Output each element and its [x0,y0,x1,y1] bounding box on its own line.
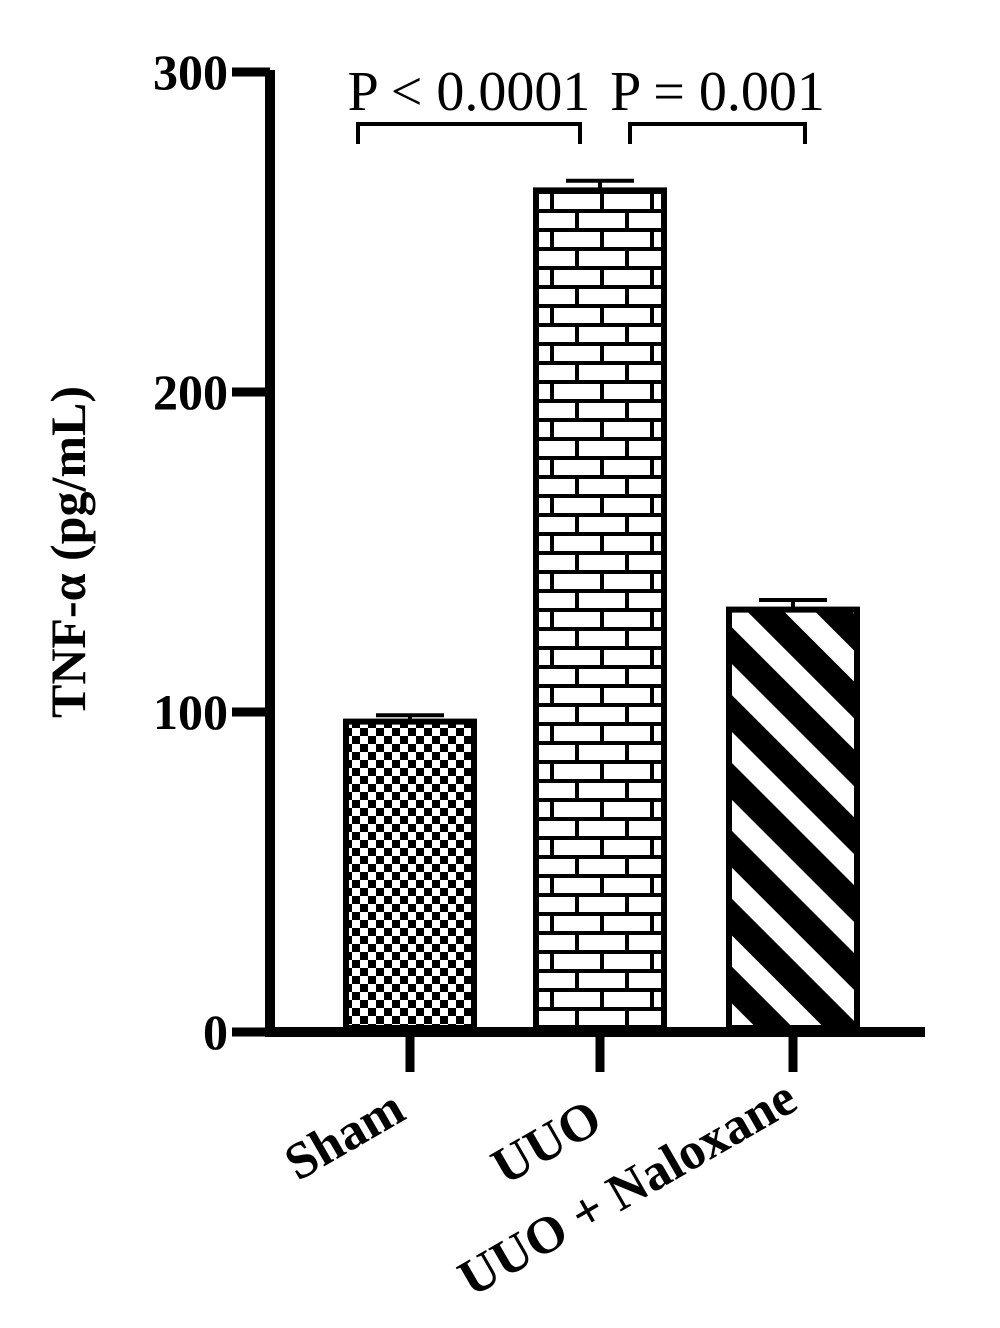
p-value-label: P < 0.0001 [348,61,591,123]
significance-bracket [356,122,582,144]
y-tick-label: 200 [153,364,228,420]
bar-sham [343,718,477,1031]
y-tick-label: 0 [203,1004,228,1060]
bar-uuo [533,187,667,1031]
y-tick-label: 300 [153,44,228,100]
x-tick-label: Sham [275,1079,414,1192]
bar-uuo-naloxane [726,606,860,1031]
significance-bracket [628,122,807,144]
p-value-label: P = 0.001 [610,61,825,123]
y-axis-title: TNF-α (pg/mL) [40,386,96,718]
x-tick-label: UUO + Naloxane [449,1069,806,1308]
y-tick-label: 100 [153,684,228,740]
